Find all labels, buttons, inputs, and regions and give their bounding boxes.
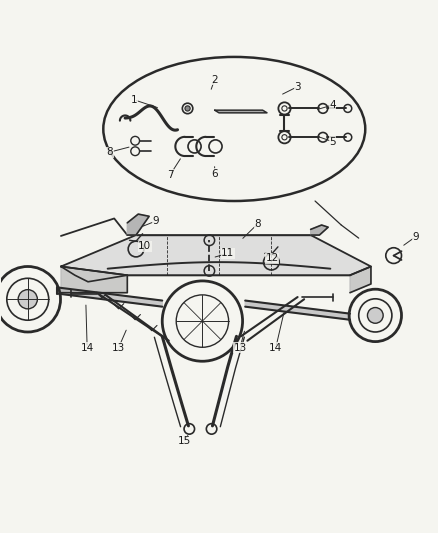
Polygon shape	[350, 266, 371, 293]
Text: 5: 5	[329, 136, 336, 147]
Text: 11: 11	[221, 248, 234, 259]
Polygon shape	[61, 266, 127, 293]
Text: 13: 13	[112, 343, 125, 353]
Polygon shape	[127, 214, 149, 235]
Text: 6: 6	[211, 169, 218, 179]
Polygon shape	[215, 110, 267, 113]
Polygon shape	[245, 301, 350, 320]
Text: 4: 4	[329, 100, 336, 110]
Polygon shape	[57, 287, 162, 306]
Text: 9: 9	[412, 232, 419, 242]
Text: 13: 13	[233, 343, 247, 353]
Circle shape	[18, 289, 37, 309]
Polygon shape	[61, 235, 371, 275]
Ellipse shape	[103, 57, 365, 201]
Text: 3: 3	[294, 82, 301, 92]
Text: 8: 8	[254, 219, 261, 229]
Text: 14: 14	[81, 343, 94, 353]
Text: 15: 15	[177, 436, 191, 446]
Text: 2: 2	[211, 75, 218, 85]
Text: 12: 12	[265, 253, 279, 263]
Text: 9: 9	[152, 216, 159, 226]
Circle shape	[367, 308, 383, 323]
Text: 10: 10	[138, 241, 152, 252]
Polygon shape	[311, 225, 328, 235]
Text: 8: 8	[106, 147, 113, 157]
Text: 14: 14	[269, 343, 283, 353]
Text: 1: 1	[131, 95, 137, 104]
Text: 7: 7	[167, 170, 173, 180]
Circle shape	[185, 106, 190, 111]
